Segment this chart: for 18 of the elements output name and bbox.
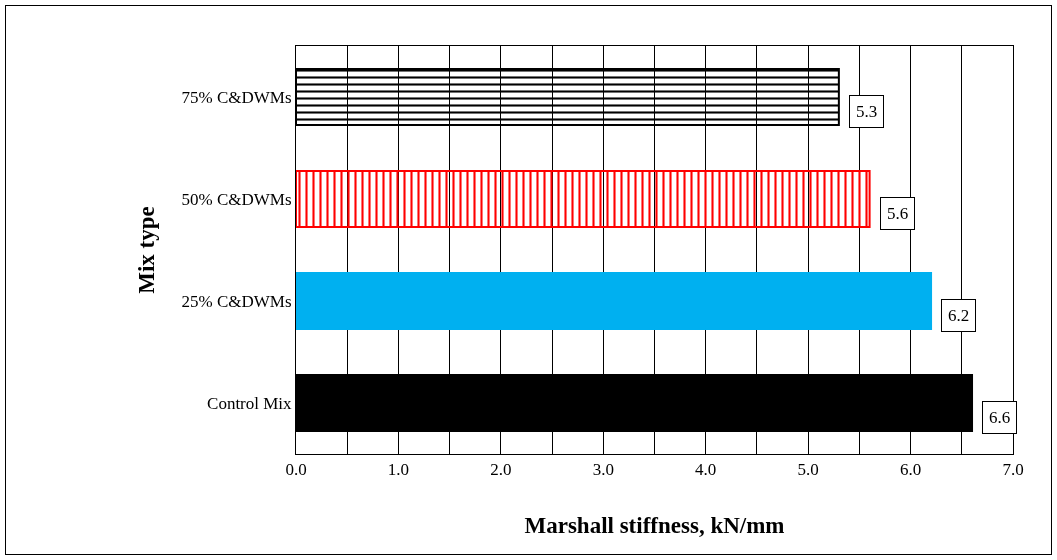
y-tick-label: 50% C&DWMs bbox=[181, 189, 292, 209]
x-tick-label: 7.0 bbox=[1002, 460, 1024, 480]
data-label: 6.2 bbox=[948, 306, 970, 325]
x-tick-label: 6.0 bbox=[899, 460, 922, 480]
x-tick-label: 1.0 bbox=[387, 460, 410, 480]
y-axis-title: Mix type bbox=[134, 206, 160, 294]
y-tick-label: Control Mix bbox=[207, 393, 293, 413]
x-axis-title: Marshall stiffness, kN/mm bbox=[524, 513, 785, 538]
y-tick-label: 25% C&DWMs bbox=[181, 291, 292, 311]
x-tick-label: 0.0 bbox=[285, 460, 307, 480]
x-tick-label: 5.0 bbox=[797, 460, 819, 480]
y-tick-label: 75% C&DWMs bbox=[181, 87, 292, 107]
x-tick-label: 2.0 bbox=[490, 460, 512, 480]
data-label: 5.6 bbox=[887, 204, 909, 223]
data-label: 6.6 bbox=[989, 408, 1011, 427]
data-label: 5.3 bbox=[856, 102, 878, 121]
x-tick-label: 3.0 bbox=[592, 460, 614, 480]
x-tick-label: 4.0 bbox=[695, 460, 717, 480]
